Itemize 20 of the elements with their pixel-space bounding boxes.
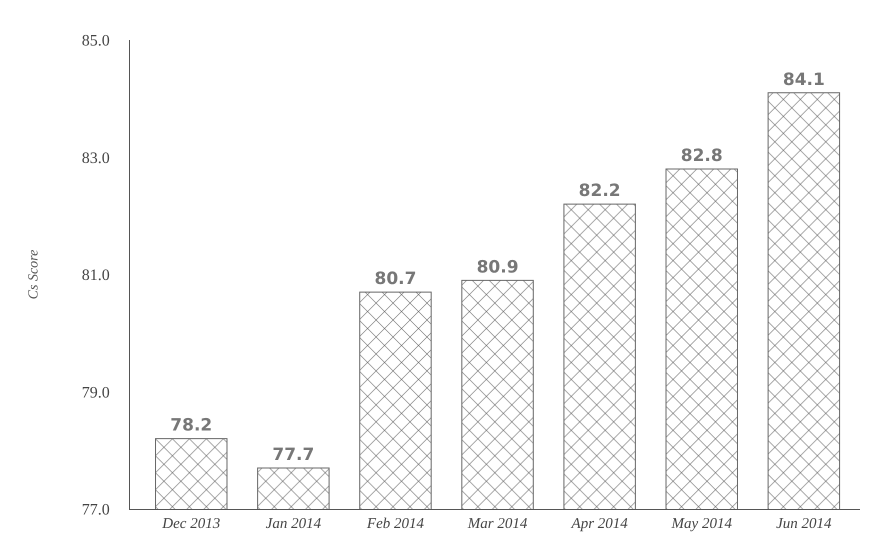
data-label: 84.1 xyxy=(782,70,825,90)
y-tick-label: 81.0 xyxy=(82,267,110,284)
y-tick-label: 77.0 xyxy=(82,502,110,519)
data-label: 78.2 xyxy=(170,416,212,436)
x-tick-label: Dec 2013 xyxy=(161,516,220,532)
y-tick-label: 79.0 xyxy=(82,384,110,402)
data-label: 80.9 xyxy=(476,257,519,278)
y-tick-label: 83.0 xyxy=(82,150,110,167)
data-label: 80.7 xyxy=(374,269,416,290)
data-label: 77.7 xyxy=(272,444,314,465)
data-label: 82.2 xyxy=(578,181,621,202)
y-tick-label: 85.0 xyxy=(82,32,110,50)
x-tick-label: Mar 2014 xyxy=(466,516,528,532)
x-tick-label: Apr 2014 xyxy=(570,516,628,532)
x-tick-label: Jun 2014 xyxy=(776,516,832,532)
x-tick-label: Jan 2014 xyxy=(266,516,322,532)
y-axis-title: Cs Score xyxy=(26,250,42,300)
x-tick-label: Feb 2014 xyxy=(366,516,424,532)
data-label: 82.8 xyxy=(680,146,723,166)
x-tick-label: May 2014 xyxy=(670,516,732,532)
